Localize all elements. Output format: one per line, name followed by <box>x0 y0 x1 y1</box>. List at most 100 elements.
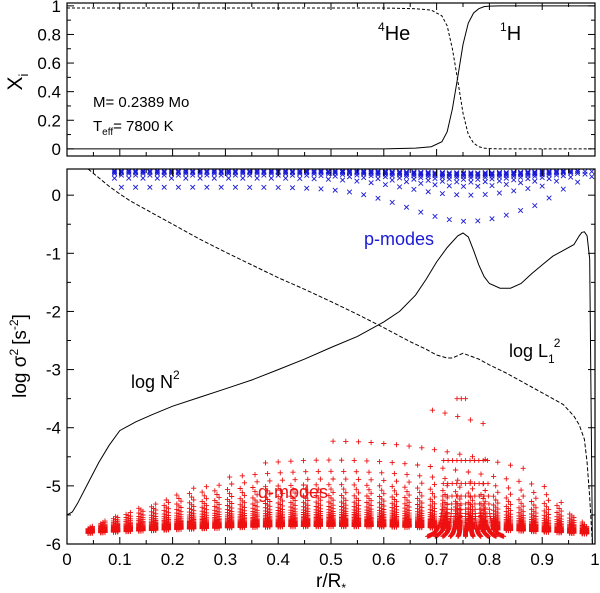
abundance-curve-he4 <box>67 7 595 150</box>
p-mode-marker <box>254 175 260 181</box>
g-mode-marker <box>467 501 473 507</box>
brunt-vaisala-curve <box>67 231 593 544</box>
g-mode-marker <box>554 502 560 508</box>
g-mode-marker <box>351 457 357 463</box>
p-mode-marker <box>183 169 189 175</box>
p-mode-marker <box>304 170 310 176</box>
g-mode-marker <box>300 458 307 464</box>
g-mode-marker <box>241 493 247 499</box>
abundance-y-tick-label: 0.8 <box>37 25 61 44</box>
propagation-curves <box>67 169 593 544</box>
p-mode-marker <box>511 170 517 177</box>
g-mode-marker <box>448 534 453 539</box>
p-mode-marker <box>147 170 153 176</box>
g-mode-marker <box>189 494 195 500</box>
g-mode-marker <box>419 500 425 506</box>
p-mode-marker <box>460 218 467 224</box>
p-mode-marker <box>425 169 431 175</box>
p-mode-marker <box>197 175 203 181</box>
g-mode-marker <box>541 484 547 490</box>
g-mode-marker <box>288 482 294 488</box>
g-mode-marker <box>241 500 247 506</box>
g-mode-marker <box>328 524 334 530</box>
x-tick-label: 0.2 <box>161 550 185 569</box>
g-mode-marker <box>303 486 309 492</box>
n2-curve-label: log N2 <box>131 368 180 392</box>
g-mode-marker <box>458 501 464 507</box>
p-mode-marker <box>482 171 488 177</box>
p-mode-marker <box>432 182 438 188</box>
propagation-y-tick-label: 0 <box>52 186 61 205</box>
g-mode-marker <box>453 489 459 495</box>
p-mode-marker <box>247 184 253 191</box>
g-mode-marker <box>442 476 448 482</box>
p-mode-marker <box>375 170 381 176</box>
g-mode-marker <box>485 481 491 486</box>
p-mode-marker <box>325 176 332 182</box>
p-mode-marker <box>126 175 132 181</box>
x-tick-label: 0.4 <box>266 550 290 569</box>
g-mode-marker <box>493 497 499 503</box>
g-mode-marker <box>214 525 220 531</box>
p-mode-marker <box>539 183 545 189</box>
g-mode-marker <box>533 505 539 511</box>
h1-label: 1H <box>500 20 521 45</box>
p-mode-marker <box>439 178 446 184</box>
g-mode-marker <box>493 534 499 539</box>
g-mode-marker <box>486 506 492 512</box>
g-mode-marker <box>495 459 501 465</box>
abundance-y-tick-label: 0.6 <box>37 54 61 73</box>
g-mode-marker <box>265 524 271 530</box>
g-mode-marker <box>254 492 260 498</box>
abundance-y-tick-label: 0 <box>52 140 61 159</box>
p-mode-marker <box>460 171 467 177</box>
g-mode-marker <box>364 482 370 488</box>
g-mode-marker <box>178 498 184 504</box>
p-mode-marker <box>418 171 424 177</box>
p-modes-markers <box>111 169 595 224</box>
g-mode-marker <box>518 500 524 506</box>
g-mode-marker <box>442 410 448 416</box>
p-mode-marker <box>460 183 467 190</box>
p-mode-marker <box>175 170 182 176</box>
p-mode-marker <box>403 179 410 185</box>
g-mode-marker <box>377 483 383 489</box>
p-mode-marker <box>574 179 581 185</box>
g-mode-marker <box>472 506 478 512</box>
g-mode-marker <box>505 499 511 505</box>
g-mode-marker <box>458 506 464 512</box>
g-mode-marker <box>267 498 273 505</box>
g-mode-marker <box>254 479 260 485</box>
g-mode-marker <box>440 487 446 493</box>
g-mode-marker <box>189 526 195 532</box>
p-mode-marker <box>411 170 417 176</box>
p-mode-marker <box>368 169 374 176</box>
x-tick-label: 1 <box>590 550 599 569</box>
g-mode-marker <box>440 481 446 486</box>
p-mode-marker <box>140 175 146 181</box>
p-mode-marker <box>496 171 503 177</box>
g-mode-marker <box>454 481 460 486</box>
p-mode-marker <box>418 180 424 187</box>
p-mode-marker <box>218 184 224 190</box>
propagation-y-tick-label: -5 <box>46 477 61 496</box>
g-mode-marker <box>224 487 231 493</box>
he4-label: 4He <box>378 20 410 45</box>
g-mode-marker <box>477 501 482 507</box>
p-mode-marker <box>154 175 160 181</box>
p-mode-marker <box>204 170 210 176</box>
g-mode-marker <box>481 481 486 486</box>
p-mode-marker <box>532 170 538 176</box>
g-mode-marker <box>469 486 476 492</box>
g-mode-marker <box>355 490 362 496</box>
p-mode-marker <box>389 169 395 175</box>
p-mode-marker <box>118 184 125 190</box>
g-mode-marker <box>239 489 245 495</box>
p-mode-marker <box>589 169 595 175</box>
g-mode-marker <box>467 481 473 486</box>
p-mode-marker <box>240 169 246 175</box>
p-mode-marker <box>525 171 531 177</box>
g-mode-marker <box>440 493 446 499</box>
g-mode-marker <box>377 459 383 465</box>
g-mode-marker <box>153 501 159 507</box>
